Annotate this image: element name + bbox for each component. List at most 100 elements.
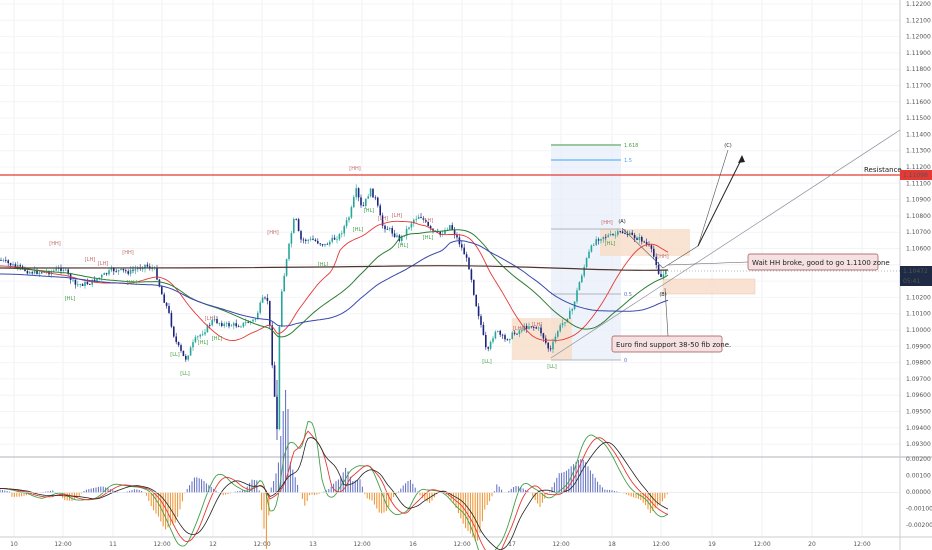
candle-body [252,319,254,322]
candle-body [494,331,497,339]
price-tick-label: 1.12000 [906,34,931,41]
candle-body [595,239,597,245]
candle-body [638,236,641,240]
current-price-tag [900,266,932,276]
candle-body [201,334,204,336]
candle-body [362,205,365,207]
price-tick-label: 1.11300 [906,148,931,155]
candle-body [283,275,285,292]
candle-body [571,309,573,311]
candle-body [345,220,348,227]
candle-body [509,338,511,341]
price-tick-label: 1.10700 [906,229,931,236]
candle-body [161,286,163,295]
candle-body [187,355,189,360]
candle-body [357,188,360,198]
swing-label: [LH] [392,213,402,219]
candle-body [650,245,653,249]
candle-body [230,325,233,327]
candle-body [497,330,499,332]
candle-body [333,237,336,240]
osc-tick-label: -0.00200 [906,522,932,529]
candle-body [199,334,201,337]
price-tick-label: 1.11600 [906,99,931,106]
candle-body [101,274,103,278]
candle-body [261,297,264,303]
candle-body [257,312,259,320]
candle-body [552,341,554,350]
candle-body [182,350,185,356]
candle-body [21,266,24,268]
candle-body [583,267,585,276]
time-tick-label: 12:00 [353,541,370,548]
candle-body [36,269,38,274]
candle-body [158,279,161,287]
price-tick-label: 1.11400 [906,131,931,138]
candle-body [417,216,420,219]
candle-body [662,274,665,278]
candle-body [134,269,137,271]
candle-body [319,243,321,245]
price-tick-label: 1.09800 [906,360,931,367]
price-tick-label: 1.11100 [906,180,931,187]
candle-body [549,348,552,350]
candle-body [451,225,453,230]
candle-body [389,228,391,230]
candle-body [657,264,660,274]
candle-body [633,234,636,239]
swing-label: [HL] [605,241,615,247]
swing-label: [LH] [513,326,523,332]
candle-body [312,238,314,240]
time-tick-label: 11 [109,541,117,548]
swing-label: [HL] [398,243,408,249]
candle-body [293,218,295,234]
price-tick-label: 1.10100 [906,311,931,318]
candle-body [365,198,367,206]
macd-red-line [0,430,669,550]
candle-body [593,244,595,246]
callout-top-text: Wait HH broke, good to go 1.1100 zone [752,259,890,267]
candle-body [338,234,341,240]
candle-body [360,197,362,206]
candle-body [554,336,557,342]
candle-body [624,233,626,234]
osc-tick-label: 0.00000 [906,489,931,496]
candle-body [470,269,473,280]
callout-bottom-text: Euro find support 38-50 fib zone. [616,341,731,349]
swing-label: [LH] [423,218,433,224]
candle-body [65,269,67,271]
candle-body [422,217,425,220]
time-tick-label: 12:00 [652,541,669,548]
swing-label: [LH] [532,322,542,328]
candle-body [211,319,213,326]
swing-label: [HL] [127,280,137,286]
countdown-text: 05:41 [903,278,920,285]
candle-body [228,323,230,327]
candle-body [369,188,372,197]
candle-body [74,279,77,285]
candle-body [254,319,257,321]
candle-body [235,323,237,327]
candle-body [653,248,655,257]
candle-body [408,227,410,229]
candle-body [14,264,17,267]
candle-body [501,334,504,336]
candle-body [38,272,41,274]
candle-body [578,282,581,291]
candle-body [84,281,86,286]
swing-label: [HL] [353,227,363,233]
candle-body [173,326,175,337]
candle-body [297,219,300,232]
candle-body [0,260,2,261]
wave-c-label: (C) [724,143,731,149]
candle-body [456,235,458,238]
countdown-tag [900,276,932,286]
candle-body [108,270,110,275]
candle-body [355,188,357,198]
candle-body [540,327,542,334]
callout-bottom-box [611,335,723,353]
price-tick-label: 1.11700 [906,83,931,90]
candle-body [516,333,518,335]
